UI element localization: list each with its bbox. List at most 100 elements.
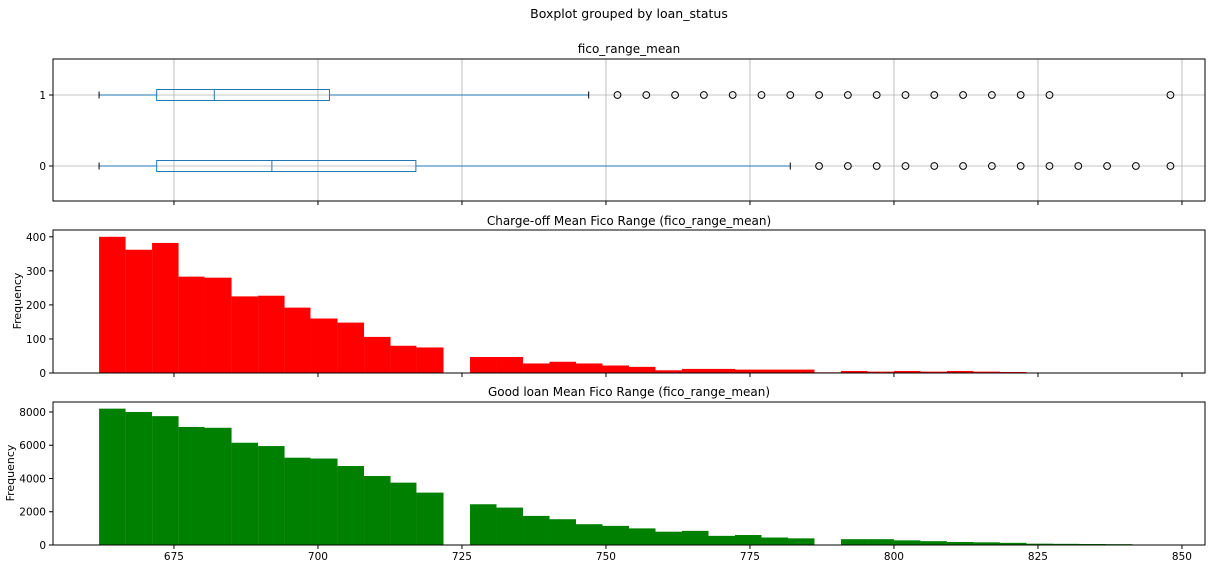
good-y-ticks: 0 2000 4000 6000 8000	[19, 407, 53, 552]
chargeoff-bar	[231, 296, 259, 373]
good-bar	[258, 446, 285, 545]
boxplot-outlier	[699, 91, 708, 99]
chargeoff-y-tick-label: 200	[26, 300, 46, 312]
good-frame	[52, 401, 1206, 546]
chargeoff-bar	[284, 307, 311, 373]
good-x-tick-label: 775	[740, 551, 760, 563]
boxplot-outlier	[901, 91, 910, 99]
chargeoff-bar	[496, 356, 524, 373]
chargeoff-y-tick-label: 100	[26, 334, 46, 346]
figure-suptitle: Boxplot grouped by loan_status	[530, 6, 728, 21]
boxplot-outlier	[815, 91, 823, 99]
boxplot-outlier	[930, 162, 939, 170]
chargeoff-bar	[99, 236, 126, 373]
chargeoff-bar	[390, 345, 417, 373]
boxplot-outlier	[901, 162, 910, 170]
boxplot-outlier	[1016, 162, 1025, 170]
boxplot-y-tick-label: 0	[39, 161, 46, 173]
good-x-tick-label: 700	[308, 551, 328, 563]
good-title: Good loan Mean Fico Range (fico_range_me…	[488, 385, 770, 399]
good-x-tick-label: 725	[452, 551, 472, 563]
boxplot-outlier	[728, 91, 737, 99]
chargeoff-bar	[681, 368, 709, 373]
boxplot-outlier	[757, 91, 766, 99]
boxplot-y-tick-label: 1	[39, 90, 46, 102]
good-x-ticks: 675 700 725 750 775 800 825 850	[164, 545, 1192, 563]
boxplot-frame	[52, 58, 1206, 202]
good-bar	[364, 475, 391, 545]
boxplot-outlier	[613, 91, 622, 99]
boxplot-outlier	[1166, 91, 1175, 99]
good-bar	[867, 539, 894, 545]
good-y-tick-label: 4000	[19, 473, 46, 485]
chargeoff-bar	[310, 318, 338, 373]
good-bar	[734, 535, 762, 545]
boxplot-marks	[98, 89, 1175, 172]
chargeoff-y-tick-label: 300	[26, 266, 46, 278]
chargeoff-bar	[867, 371, 894, 373]
chargeoff-bar	[999, 371, 1027, 373]
chargeoff-bar	[655, 370, 682, 373]
good-bar	[1026, 543, 1053, 545]
boxplot-outlier	[1045, 162, 1054, 170]
good-bar	[973, 542, 1000, 545]
chargeoff-bar	[602, 365, 629, 373]
good-bar	[920, 541, 947, 545]
chargeoff-bar	[576, 363, 603, 373]
good-bar	[708, 535, 735, 545]
chargeoff-bar	[523, 363, 550, 373]
boxplot-outlier	[1166, 162, 1175, 170]
boxplot-outlier	[1131, 162, 1140, 170]
chargeoff-bar	[893, 370, 921, 373]
chargeoff-bar	[178, 276, 205, 373]
chargeoff-y-ticks: 0 100 200 300 400	[26, 232, 53, 380]
boxplot-outlier	[843, 162, 852, 170]
good-bar	[629, 528, 656, 545]
boxplot-outlier	[1016, 91, 1025, 99]
good-x-tick-label: 825	[1028, 551, 1048, 563]
chargeoff-y-tick-label: 400	[26, 232, 46, 244]
boxplot-outlier	[987, 91, 996, 99]
good-bar	[125, 411, 153, 545]
boxplot-outlier	[1103, 162, 1111, 170]
chargeoff-bar	[470, 356, 497, 373]
boxplot-outlier	[930, 91, 939, 99]
chargeoff-frame	[52, 229, 1206, 374]
boxplot-outlier	[959, 162, 967, 170]
boxplot-box	[156, 89, 330, 101]
boxplot-outlier	[843, 91, 852, 99]
good-bar	[204, 427, 232, 545]
chargeoff-bar	[204, 277, 232, 373]
boxplot-outlier	[1074, 162, 1083, 170]
chargeoff-bar	[973, 371, 1000, 373]
boxplot-x-ticks	[173, 201, 1183, 205]
chargeoff-bar	[840, 370, 868, 373]
boxplot-outlier	[671, 91, 679, 99]
good-bar	[231, 442, 259, 545]
good-bar	[681, 530, 709, 545]
good-bar	[416, 492, 444, 545]
good-bar	[999, 542, 1027, 545]
chargeoff-bar	[258, 295, 285, 373]
boxplot-outlier	[872, 162, 881, 170]
good-bars	[99, 408, 1177, 545]
good-bar	[284, 457, 311, 545]
good-bar	[1052, 543, 1080, 545]
good-bar	[602, 525, 629, 545]
boxplot-y-ticks: 10	[39, 90, 53, 173]
boxplot-gridlines	[53, 59, 1205, 201]
good-bar	[523, 515, 550, 545]
good-bar	[470, 504, 497, 545]
chargeoff-bar	[125, 249, 153, 373]
chargeoff-bar	[946, 370, 974, 373]
good-x-tick-label: 675	[164, 551, 184, 563]
good-bar	[178, 426, 205, 545]
chargeoff-y-tick-label: 0	[39, 368, 46, 380]
good-bar	[840, 539, 868, 545]
boxplot-box	[156, 160, 417, 172]
good-bar	[787, 538, 815, 545]
good-histogram-panel: Good loan Mean Fico Range (fico_range_me…	[4, 385, 1206, 563]
chargeoff-bar	[787, 369, 815, 373]
chargeoff-bar	[920, 371, 947, 373]
good-y-tick-label: 2000	[19, 507, 46, 519]
